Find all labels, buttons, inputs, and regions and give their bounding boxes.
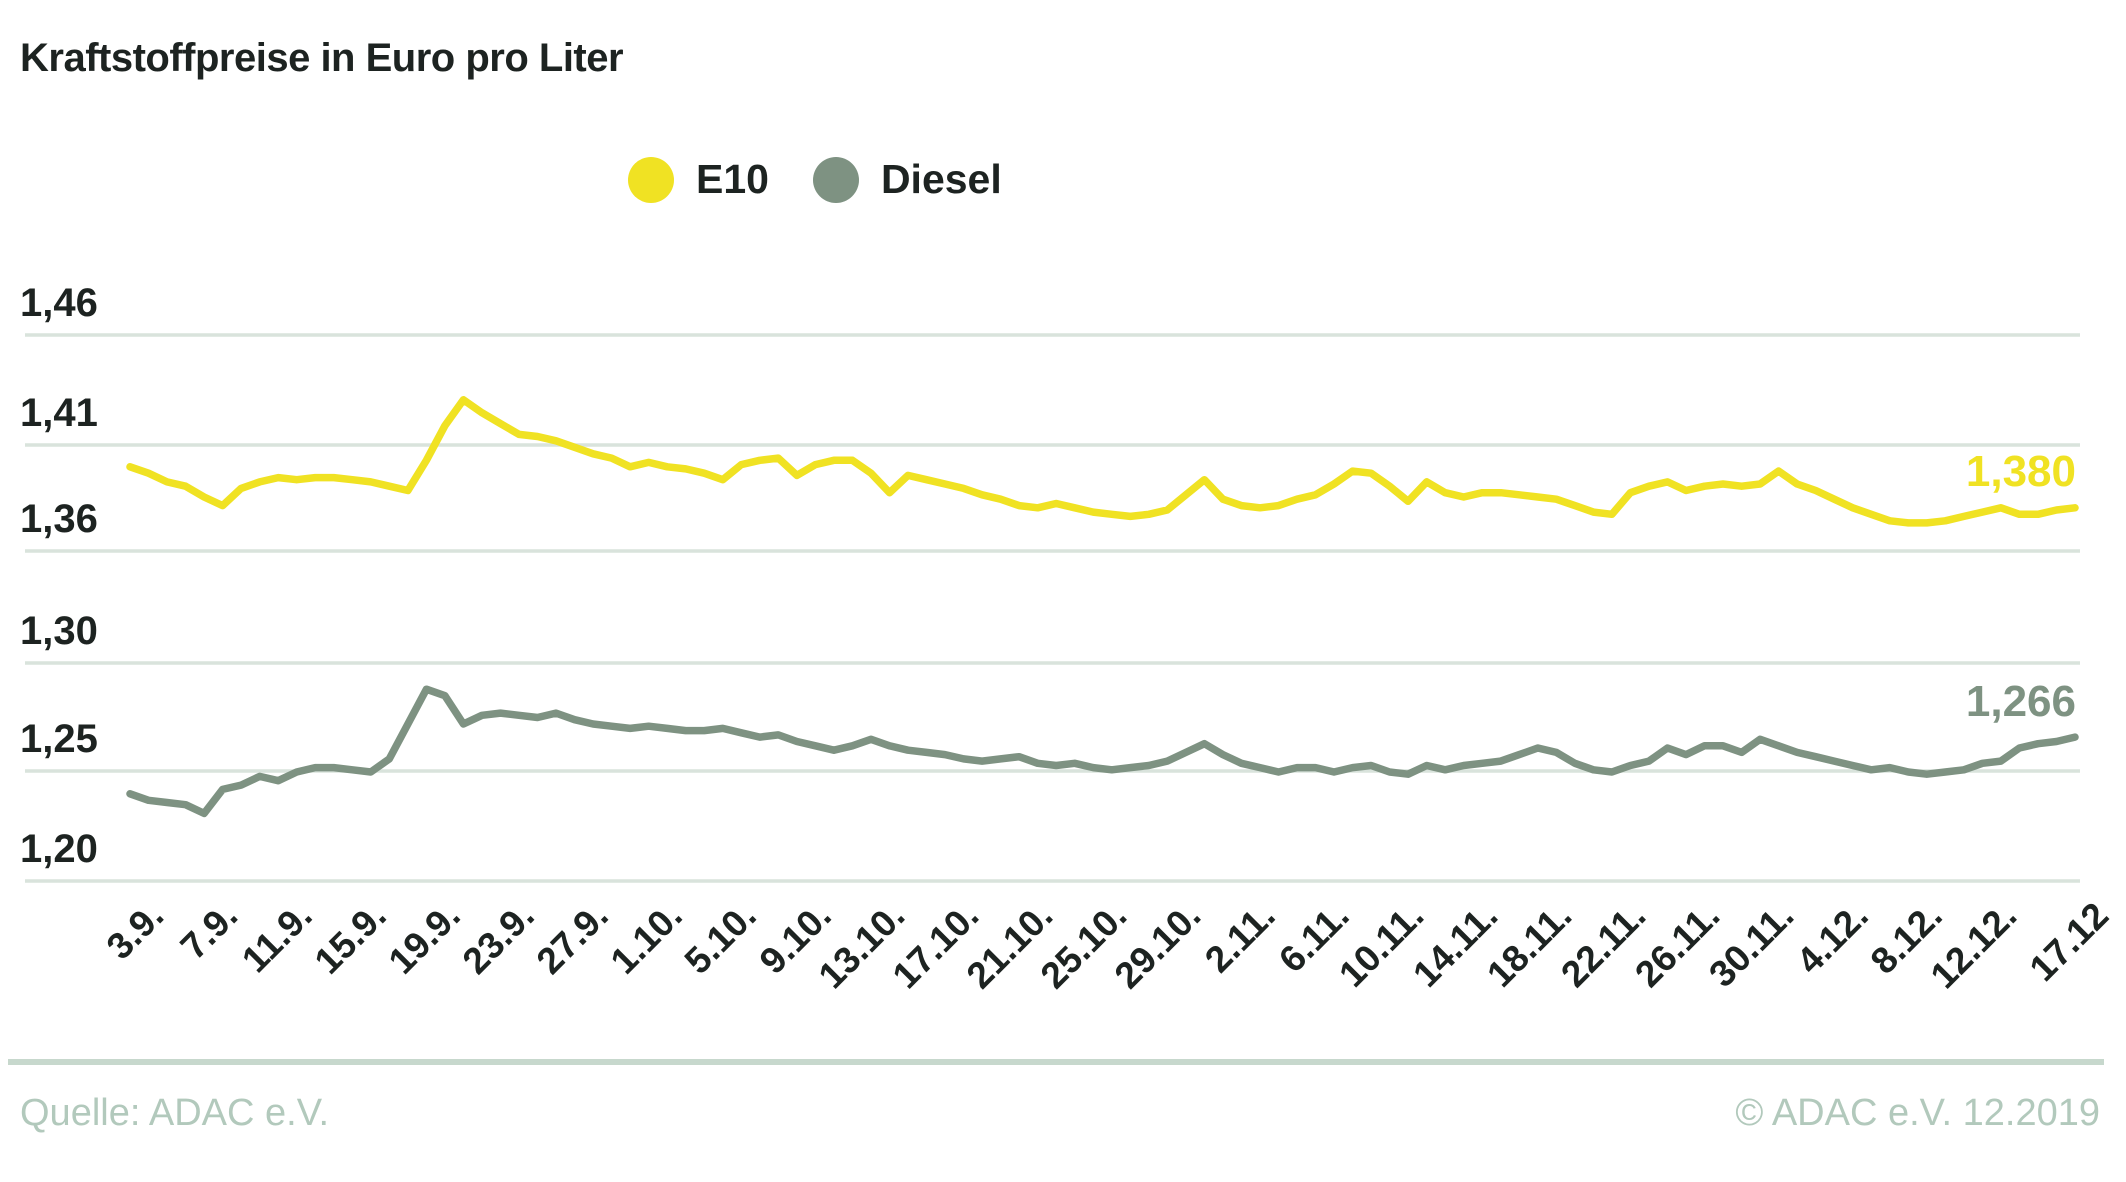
legend-label-e10: E10 [696,156,769,202]
footer-divider [8,1059,2104,1065]
y-tick-label: 1,20 [20,827,98,871]
legend: E10 Diesel [628,156,1002,203]
diesel-color-dot-icon [812,156,859,203]
legend-item-e10: E10 [628,156,769,203]
e10-color-dot-icon [628,156,674,203]
e10-end-value-label: 1,380 [1965,447,2076,496]
y-tick-label: 1,25 [20,717,98,761]
source-note: Quelle: ADAC e.V. [20,1092,330,1134]
diesel-end-value-label: 1,266 [1965,677,2076,726]
copyright-note: © ADAC e.V. 12.2019 [1735,1092,2100,1134]
y-tick-label: 1,41 [20,391,98,435]
chart-title: Kraftstoffpreise in Euro pro Liter [20,36,624,80]
y-tick-label: 1,46 [20,281,98,325]
e10-line [126,396,2079,527]
legend-item-diesel: Diesel [812,156,1002,203]
y-tick-label: 1,36 [20,497,98,541]
legend-label-diesel: Diesel [880,156,1002,202]
y-tick-label: 1,30 [20,609,98,653]
diesel-line [126,685,2079,818]
